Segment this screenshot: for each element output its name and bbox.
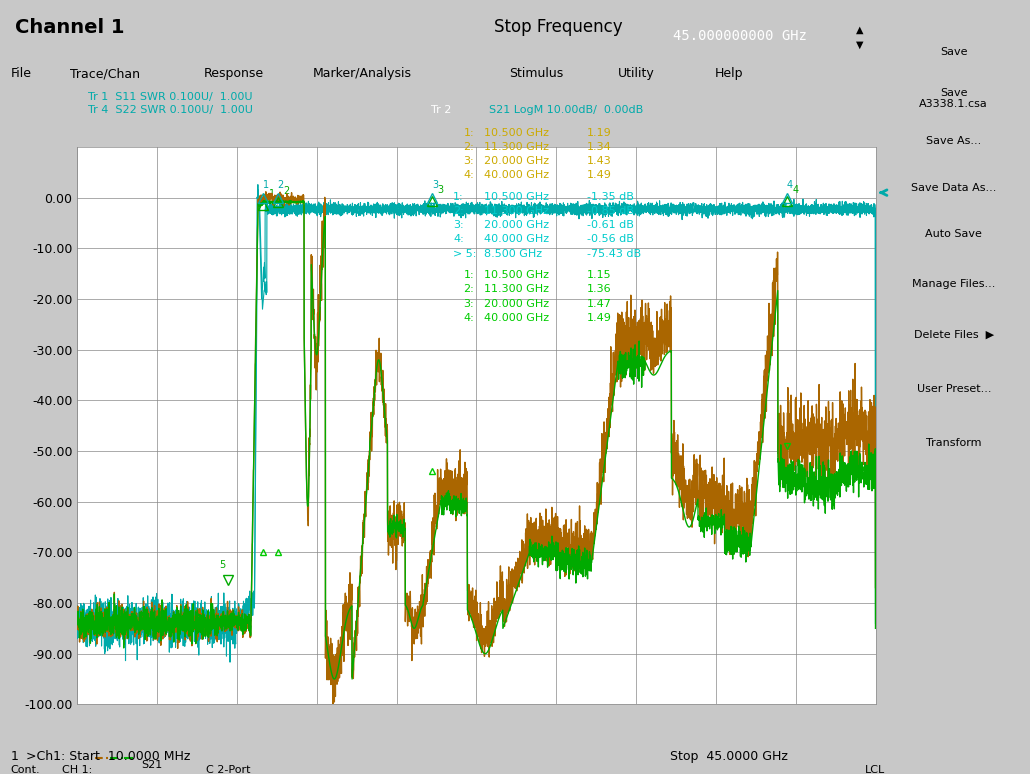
Text: File: File bbox=[10, 67, 31, 80]
Text: 1: 1 bbox=[269, 189, 275, 199]
Text: 1.19: 1.19 bbox=[587, 128, 612, 138]
Text: 11.300 GHz: 11.300 GHz bbox=[484, 207, 549, 216]
Text: 1.49: 1.49 bbox=[587, 170, 612, 180]
Text: 3:: 3: bbox=[464, 299, 474, 309]
Text: 2:: 2: bbox=[464, 285, 474, 294]
Text: 40.000 GHz: 40.000 GHz bbox=[484, 235, 549, 245]
Text: 11.300 GHz: 11.300 GHz bbox=[484, 142, 549, 152]
Text: 20.000 GHz: 20.000 GHz bbox=[484, 221, 549, 231]
Text: Auto Save: Auto Save bbox=[925, 229, 983, 239]
Text: Help: Help bbox=[715, 67, 744, 80]
Text: 5: 5 bbox=[219, 560, 226, 570]
Text: 1:: 1: bbox=[453, 192, 464, 202]
Text: 10.500 GHz: 10.500 GHz bbox=[484, 192, 549, 202]
Text: 40.000 GHz: 40.000 GHz bbox=[484, 313, 549, 323]
Text: 40.000 GHz: 40.000 GHz bbox=[484, 170, 549, 180]
Text: 8.500 GHz: 8.500 GHz bbox=[484, 248, 542, 259]
Text: 4:: 4: bbox=[464, 313, 474, 323]
Text: 4:: 4: bbox=[453, 235, 464, 245]
Text: -0.56 dB: -0.56 dB bbox=[587, 235, 634, 245]
Text: 1: 1 bbox=[10, 751, 19, 763]
Text: Trace/Chan: Trace/Chan bbox=[70, 67, 140, 80]
Text: Stop  45.0000 GHz: Stop 45.0000 GHz bbox=[670, 751, 787, 763]
Text: 1.36: 1.36 bbox=[587, 285, 612, 294]
Text: 3:: 3: bbox=[464, 156, 474, 166]
Text: Tr 1  S11 SWR 0.100U/  1.00U: Tr 1 S11 SWR 0.100U/ 1.00U bbox=[88, 92, 252, 101]
Text: CH 1:: CH 1: bbox=[62, 765, 92, 774]
Text: 1.43: 1.43 bbox=[587, 156, 612, 166]
Text: 3:: 3: bbox=[453, 221, 464, 231]
Text: 1.34: 1.34 bbox=[587, 142, 612, 152]
Text: S21: S21 bbox=[141, 761, 163, 770]
Text: C 2-Port: C 2-Port bbox=[206, 765, 250, 774]
Text: >Ch1: Start  10.0000 MHz: >Ch1: Start 10.0000 MHz bbox=[26, 751, 191, 763]
Text: 3: 3 bbox=[438, 185, 443, 195]
Text: 1: 1 bbox=[264, 180, 270, 190]
Text: Save: Save bbox=[940, 47, 967, 57]
Text: ▲: ▲ bbox=[856, 25, 863, 35]
Text: 1:: 1: bbox=[464, 128, 474, 138]
Text: 45.000000000 GHz: 45.000000000 GHz bbox=[673, 29, 806, 43]
Text: Marker/Analysis: Marker/Analysis bbox=[313, 67, 412, 80]
Text: Channel 1: Channel 1 bbox=[15, 18, 125, 36]
Text: Transform: Transform bbox=[926, 438, 982, 448]
Text: Stop Frequency: Stop Frequency bbox=[494, 18, 623, 36]
Text: Save As...: Save As... bbox=[926, 136, 982, 146]
Text: 2:: 2: bbox=[453, 207, 464, 216]
Text: > 5:: > 5: bbox=[453, 248, 477, 259]
Text: S21 LogM 10.00dB/  0.00dB: S21 LogM 10.00dB/ 0.00dB bbox=[489, 105, 644, 115]
Text: 1:: 1: bbox=[464, 270, 474, 280]
Text: -0.85 dB: -0.85 dB bbox=[587, 207, 634, 216]
Text: 1.47: 1.47 bbox=[587, 299, 612, 309]
Text: -0.61 dB: -0.61 dB bbox=[587, 221, 634, 231]
Text: 3: 3 bbox=[432, 180, 438, 190]
Text: Utility: Utility bbox=[618, 67, 655, 80]
Text: 20.000 GHz: 20.000 GHz bbox=[484, 156, 549, 166]
Text: User Preset...: User Preset... bbox=[917, 384, 991, 394]
Text: 11.300 GHz: 11.300 GHz bbox=[484, 285, 549, 294]
Text: Tr 4  S22 SWR 0.100U/  1.00U: Tr 4 S22 SWR 0.100U/ 1.00U bbox=[88, 105, 252, 115]
Text: -75.43 dB: -75.43 dB bbox=[587, 248, 642, 259]
Text: Response: Response bbox=[204, 67, 264, 80]
Text: 2: 2 bbox=[277, 180, 284, 190]
Text: -1.35 dB: -1.35 dB bbox=[587, 192, 634, 202]
Text: 2: 2 bbox=[283, 187, 289, 197]
Text: 10.500 GHz: 10.500 GHz bbox=[484, 270, 549, 280]
Text: Cont.: Cont. bbox=[10, 765, 40, 774]
Text: LCL: LCL bbox=[865, 765, 886, 774]
Text: Stimulus: Stimulus bbox=[509, 67, 563, 80]
Text: Manage Files...: Manage Files... bbox=[913, 279, 995, 289]
Text: 4: 4 bbox=[787, 180, 793, 190]
Text: ▼: ▼ bbox=[856, 39, 863, 50]
Text: Delete Files  ▶: Delete Files ▶ bbox=[914, 330, 994, 340]
Text: 1.49: 1.49 bbox=[587, 313, 612, 323]
Text: 10.500 GHz: 10.500 GHz bbox=[484, 128, 549, 138]
Text: 2:: 2: bbox=[464, 142, 474, 152]
Text: Save
A3338.1.csa: Save A3338.1.csa bbox=[920, 88, 988, 109]
Text: 20.000 GHz: 20.000 GHz bbox=[484, 299, 549, 309]
Text: 4: 4 bbox=[792, 185, 798, 195]
Text: Tr 2: Tr 2 bbox=[431, 105, 451, 115]
Text: 4:: 4: bbox=[464, 170, 474, 180]
Text: Save Data As...: Save Data As... bbox=[912, 183, 996, 193]
Text: 1.15: 1.15 bbox=[587, 270, 612, 280]
